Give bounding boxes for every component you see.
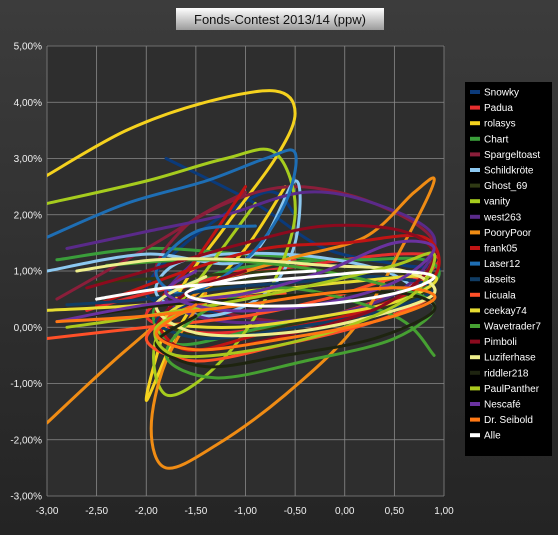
legend-swatch [470, 121, 480, 126]
series-line-riddler218 [85, 290, 437, 369]
legend-swatch [470, 261, 480, 266]
x-tick-label: -3,00 [36, 506, 59, 517]
x-tick-label: 0,50 [385, 506, 405, 517]
x-tick-label: 1,00 [434, 506, 454, 517]
legend-label: Nescafé [484, 400, 521, 411]
legend-swatch [470, 370, 480, 375]
legend-swatch [470, 386, 480, 391]
legend-label: abseits [484, 275, 516, 286]
legend-swatch [470, 168, 480, 172]
chart-title-box: Fonds-Contest 2013/14 (ppw) [176, 8, 384, 30]
legend-label: Schildkröte [484, 166, 534, 177]
legend-swatch [470, 402, 480, 406]
series-line-wavetrader7 [105, 258, 436, 380]
legend-label: Padua [484, 103, 513, 114]
series-layer [47, 89, 441, 470]
legend-swatch [470, 136, 480, 141]
legend-swatch [470, 230, 480, 235]
legend-label: Licuala [484, 290, 516, 301]
legend-label: ceekay74 [484, 306, 527, 317]
y-tick-label: -3,00% [10, 492, 42, 503]
legend-label: Ghost_69 [484, 181, 528, 192]
legend-swatch [470, 105, 480, 110]
x-tick-label: -1,00 [234, 506, 257, 517]
legend-swatch [470, 433, 480, 438]
legend-label: PaulPanther [484, 384, 540, 395]
x-tick-label: -2,00 [135, 506, 158, 517]
series-line-licuala [47, 275, 437, 363]
legend-swatch [470, 277, 480, 282]
legend-swatch [470, 183, 480, 188]
legend-swatch [470, 152, 480, 157]
y-tick-label: 5,00% [14, 42, 42, 53]
y-tick-label: 1,00% [14, 267, 42, 278]
legend-swatch [470, 355, 480, 360]
x-tick-label: -2,50 [85, 506, 108, 517]
legend-label: Chart [484, 134, 509, 145]
legend-label: rolasys [484, 119, 516, 130]
legend-box [465, 82, 552, 456]
y-tick-label: -1,00% [10, 379, 42, 390]
x-tick-label: -0,50 [284, 506, 307, 517]
legend-label: west263 [483, 212, 522, 223]
legend-swatch [470, 199, 480, 204]
legend-swatch [470, 324, 480, 328]
legend-label: Pimboli [484, 337, 517, 348]
legend-swatch [470, 417, 480, 422]
y-tick-label: 3,00% [14, 154, 42, 165]
legend-swatch [470, 339, 480, 344]
legend-label: Alle [484, 431, 501, 442]
legend-label: riddler218 [484, 368, 529, 379]
legend-label: frank05 [484, 244, 518, 255]
legend-label: Luziferhase [484, 353, 536, 364]
legend-label: Snowky [484, 88, 519, 99]
legend-label: Wavetrader7 [484, 322, 541, 333]
series-line-laser12 [47, 148, 298, 296]
legend-swatch [470, 292, 480, 297]
axes-layer: -3,00 -2,50 -2,00 -1,50 -1,00 -0,50 0,00 0,50 1,… [10, 42, 454, 518]
series-line-alle [95, 269, 436, 308]
legend-label: vanity [484, 197, 510, 208]
y-tick-label: 0,00% [14, 323, 42, 334]
y-tick-label: -2,00% [10, 435, 42, 446]
y-tick-label: 4,00% [14, 98, 42, 109]
legend-label: Spargeltoast [484, 150, 540, 161]
legend-label: Laser12 [484, 259, 521, 270]
chart-title: Fonds-Contest 2013/14 (ppw) [194, 12, 366, 27]
x-tick-label: 0,00 [335, 506, 355, 517]
legend-swatch [470, 308, 480, 313]
series-line-dr-seibold [55, 286, 437, 352]
legend-swatch [470, 246, 480, 250]
legend-swatch [470, 214, 480, 219]
y-tick-label: 2,00% [14, 210, 42, 221]
legend: Snowky Padua rolasys Chart Spargeltoast Schil… [465, 82, 552, 456]
legend-label: Dr. Seibold [484, 415, 533, 426]
x-tick-label: -1,50 [184, 506, 207, 517]
legend-label: PooryPoor [484, 228, 532, 239]
legend-swatch [470, 90, 480, 94]
